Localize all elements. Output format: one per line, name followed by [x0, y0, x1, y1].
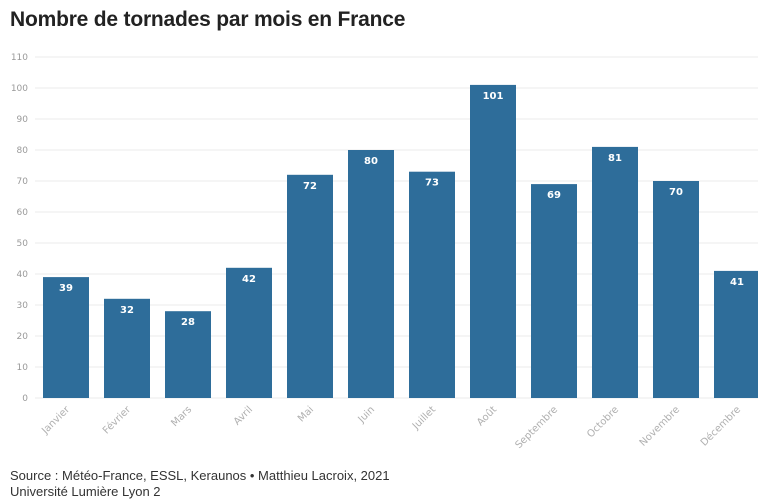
bar [165, 311, 211, 398]
x-tick-label: Juin [356, 404, 378, 426]
y-tick-label: 20 [17, 332, 29, 342]
x-tick-label: Novembre [638, 404, 682, 448]
data-label: 72 [303, 181, 317, 192]
bar [104, 298, 150, 398]
bar [348, 150, 394, 398]
bar [470, 84, 516, 399]
y-tick-label: 40 [17, 270, 29, 280]
x-tick-label: Août [474, 404, 499, 429]
data-label: 81 [608, 153, 622, 164]
y-tick-label: 30 [17, 301, 29, 311]
data-label: 70 [669, 187, 683, 198]
chart-title: Nombre de tornades par mois en France [10, 8, 406, 31]
x-tick-label: Janvier [39, 404, 72, 437]
bar [43, 277, 89, 398]
bar [653, 181, 699, 398]
data-label: 42 [242, 274, 256, 285]
x-tick-label: Octobre [585, 404, 621, 440]
x-tick-label: Mai [296, 404, 316, 424]
x-tick-label: Février [100, 403, 133, 436]
y-axis-ticks: 0 10 20 30 40 50 60 70 80 90 100 110 [11, 53, 28, 404]
y-tick-label: 10 [17, 363, 29, 373]
data-label: 39 [59, 283, 73, 294]
y-tick-label: 70 [17, 177, 29, 187]
y-tick-label: 90 [17, 115, 29, 125]
bar [287, 174, 333, 398]
x-tick-label: Mars [169, 404, 194, 429]
bar [592, 146, 638, 398]
data-label: 101 [483, 91, 504, 102]
data-labels: 39 32 28 42 72 80 73 101 69 81 70 41 [59, 91, 744, 328]
x-tick-label: Juillet [410, 404, 438, 432]
bar [409, 171, 455, 398]
bar [714, 270, 758, 398]
data-label: 28 [181, 317, 195, 328]
y-tick-label: 50 [17, 239, 29, 249]
x-axis-ticks: Janvier Février Mars Avril Mai Juin Juillet Aoû… [39, 403, 743, 451]
y-tick-label: 100 [11, 84, 28, 94]
data-label: 73 [425, 178, 439, 189]
chart-footer: Source : Météo-France, ESSL, Keraunos • … [10, 468, 390, 500]
data-label: 41 [730, 277, 744, 288]
affiliation-note: Université Lumière Lyon 2 [10, 484, 161, 499]
data-label: 80 [364, 156, 378, 167]
y-tick-label: 80 [17, 146, 29, 156]
y-tick-label: 110 [11, 53, 28, 63]
source-note: Source : Météo-France, ESSL, Keraunos • … [10, 468, 390, 483]
x-tick-label: Septembre [513, 404, 560, 451]
x-tick-label: Décembre [698, 404, 743, 449]
bar [531, 184, 577, 398]
x-tick-label: Avril [232, 404, 255, 427]
bars [43, 84, 758, 399]
data-label: 69 [547, 190, 561, 201]
y-tick-label: 60 [17, 208, 29, 218]
data-label: 32 [120, 305, 134, 316]
y-tick-label: 0 [22, 394, 28, 404]
bar [226, 267, 272, 398]
